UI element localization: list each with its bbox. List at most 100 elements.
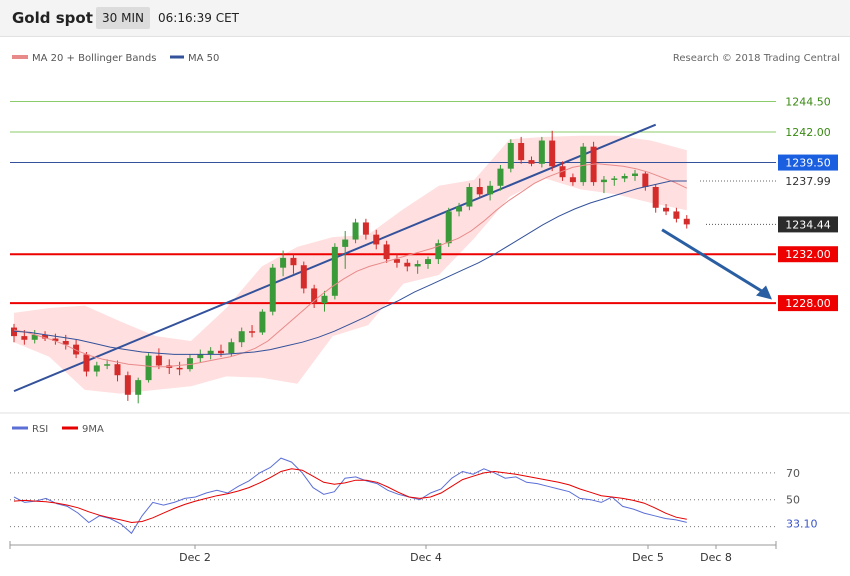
- candle-body: [507, 143, 514, 169]
- candle-body: [362, 222, 369, 235]
- price-tag-label: 1234.44: [785, 218, 831, 231]
- candle-body: [497, 168, 504, 186]
- candle-body: [683, 218, 690, 225]
- candle-body: [642, 173, 649, 187]
- rsi-legend: RSI 9MA: [12, 424, 104, 435]
- candle-body: [652, 187, 659, 208]
- candle: [176, 361, 183, 376]
- price-tag-label: 1232.00: [785, 248, 831, 261]
- candle: [362, 218, 369, 240]
- candle-body: [218, 350, 224, 354]
- forecast-arrow-head: [756, 285, 772, 300]
- candle: [404, 259, 411, 272]
- candle-body: [663, 207, 670, 212]
- candle: [538, 136, 545, 168]
- ma50-legend-label: MA 50: [188, 53, 219, 64]
- candle: [238, 327, 245, 348]
- candle: [269, 264, 276, 316]
- candle-body: [21, 336, 28, 340]
- rsi-tick-label: 50: [786, 494, 800, 507]
- candle: [104, 359, 111, 370]
- candle-body: [383, 244, 390, 260]
- bollinger-legend-label: MA 20 + Bollinger Bands: [32, 53, 156, 64]
- candle-body: [311, 288, 318, 304]
- candle-body: [621, 176, 628, 179]
- candle-body: [321, 295, 328, 304]
- candle-body: [238, 331, 245, 343]
- candle: [621, 173, 628, 183]
- candle-body: [611, 178, 618, 180]
- candle: [518, 136, 525, 164]
- candle-body: [466, 187, 473, 207]
- candle: [155, 348, 162, 370]
- candle-body: [352, 222, 359, 240]
- candle-body: [580, 146, 587, 183]
- rsi-tick-label: 70: [786, 467, 800, 480]
- candle: [145, 353, 152, 383]
- candle-body: [259, 311, 266, 333]
- candle-body: [145, 355, 152, 381]
- candle-body: [269, 267, 276, 312]
- candle: [31, 330, 38, 344]
- rsi-panel: 70 50 33.10: [0, 412, 850, 535]
- candle-body: [373, 234, 380, 245]
- instrument-title: Gold spot: [12, 9, 93, 27]
- moving-averages-group: [13, 163, 688, 368]
- price-tags-group: 1244.50 1242.00 1239.50 1237.99 1234.44 1232.…: [778, 95, 838, 312]
- candle-body: [342, 239, 349, 247]
- candle: [114, 360, 121, 382]
- candle: [549, 130, 556, 172]
- time-axis-label: Dec 4: [410, 551, 442, 564]
- candle: [642, 171, 649, 191]
- candle-body: [176, 367, 183, 370]
- rsi-legend-label: RSI: [32, 424, 48, 435]
- candle-body: [83, 354, 90, 372]
- rsi-line: [13, 457, 687, 535]
- candle: [280, 250, 287, 277]
- candle-body: [207, 350, 214, 355]
- rsi-ma-legend-label: 9MA: [82, 424, 104, 435]
- candle: [73, 339, 80, 359]
- forecast-arrow-shaft: [661, 228, 765, 294]
- candle-body: [135, 380, 142, 395]
- price-tag-label: 1237.99: [785, 175, 831, 188]
- price-tag-ma50: [778, 154, 838, 171]
- candle: [290, 254, 297, 274]
- price-tag-label: 1239.50: [785, 157, 831, 170]
- bollinger-band-group: [14, 135, 687, 394]
- candle: [331, 243, 338, 300]
- candle: [135, 377, 142, 404]
- price-legend: MA 20 + Bollinger Bands MA 50 Research ©…: [12, 53, 840, 64]
- candle: [528, 156, 535, 167]
- candle: [259, 309, 266, 335]
- candle-body: [124, 375, 131, 395]
- candle: [62, 334, 69, 350]
- timeframe-button[interactable]: 30 MIN: [96, 7, 150, 29]
- candle: [663, 204, 670, 216]
- candle: [11, 323, 17, 343]
- candle-body: [487, 185, 494, 195]
- candle: [93, 361, 100, 377]
- candle: [611, 176, 618, 186]
- candle: [632, 169, 638, 181]
- candle-body: [186, 358, 193, 370]
- candle-body: [290, 257, 297, 266]
- candle-body: [228, 342, 235, 354]
- candle-body: [300, 265, 307, 289]
- candle: [435, 239, 442, 264]
- candle-body: [414, 264, 421, 267]
- candle-body: [425, 259, 431, 264]
- candle: [466, 183, 473, 211]
- candle-body: [528, 160, 535, 164]
- rsi-last-tag: [779, 516, 829, 531]
- candle-body: [93, 365, 100, 372]
- candle: [600, 176, 607, 194]
- candle-body: [600, 179, 607, 183]
- candle-body: [393, 259, 400, 263]
- candle: [507, 139, 514, 173]
- candle: [580, 143, 587, 186]
- candle-body: [73, 344, 80, 355]
- candle-body: [331, 246, 338, 296]
- price-tag-last: [778, 216, 838, 233]
